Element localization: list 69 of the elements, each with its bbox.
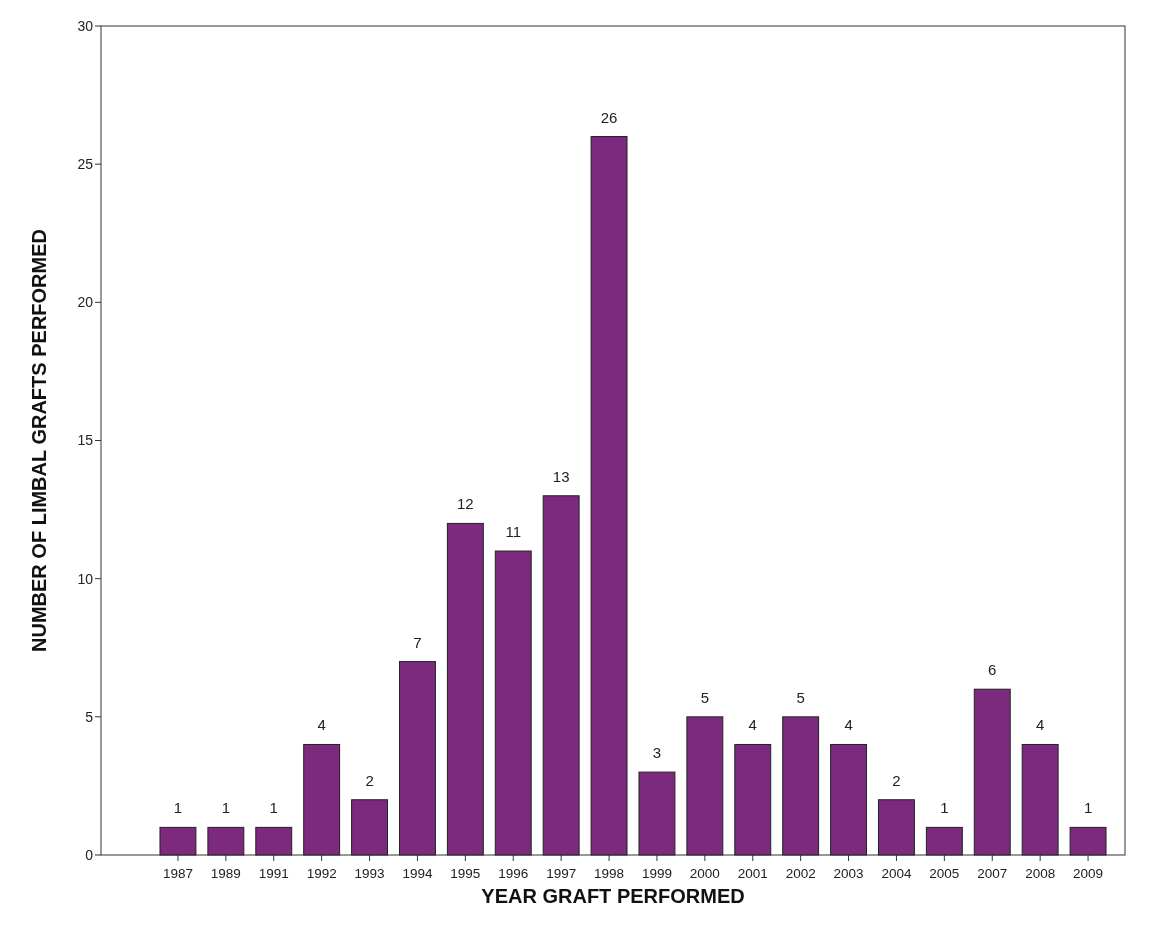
data-label: 6 (988, 661, 997, 679)
data-label: 13 (552, 467, 570, 485)
y-tick-label: 10 (77, 570, 94, 587)
x-tick-label: 1989 (210, 866, 241, 881)
x-tick-label: 1987 (162, 866, 193, 881)
data-label: 1 (269, 799, 278, 817)
x-tick-label: 1992 (306, 866, 337, 881)
x-axis-title: YEAR GRAFT PERFORMED (481, 885, 745, 907)
data-label: 7 (413, 633, 422, 651)
bar (925, 826, 963, 856)
x-tick-label: 1991 (258, 866, 289, 881)
x-tick-label: 2008 (1025, 866, 1056, 881)
bar (973, 688, 1011, 856)
data-label: 4 (844, 716, 853, 734)
x-tick-label: 1993 (354, 866, 385, 881)
x-tick-label: 1995 (450, 866, 481, 881)
y-tick-label: 20 (77, 294, 94, 311)
x-tick-label: 2001 (737, 866, 768, 881)
x-tick-label: 1999 (641, 866, 672, 881)
data-label: 3 (652, 744, 662, 762)
y-tick-label: 0 (85, 846, 94, 863)
y-tick-label: 15 (77, 432, 94, 449)
bar (542, 495, 580, 856)
data-label: 12 (457, 495, 474, 513)
bar (207, 826, 245, 856)
data-label: 11 (505, 523, 522, 541)
bar (1069, 826, 1107, 856)
y-tick-label: 30 (77, 17, 94, 34)
bar (1021, 743, 1059, 856)
x-tick-label: 1998 (594, 866, 625, 881)
bar (590, 136, 628, 856)
x-tick-label: 2002 (785, 866, 816, 881)
y-tick-label: 5 (85, 708, 94, 725)
x-tick-label: 2005 (929, 866, 960, 881)
bar (159, 826, 197, 856)
data-label: 2 (892, 771, 901, 789)
bar (303, 743, 341, 856)
bar (351, 799, 389, 856)
data-label: 1 (221, 799, 231, 817)
bar (877, 799, 915, 856)
x-tick-label: 1997 (546, 866, 577, 881)
data-label: 4 (317, 716, 326, 734)
data-label: 5 (796, 688, 805, 706)
bar (782, 716, 820, 856)
data-label: 1 (1083, 799, 1093, 817)
bar (830, 743, 868, 856)
x-tick-label: 1994 (402, 866, 433, 881)
data-label: 4 (1035, 716, 1045, 734)
bar (446, 522, 484, 856)
bar (398, 661, 436, 856)
y-axis-title: NUMBER OF LIMBAL GRAFTS PERFORMED (28, 229, 50, 652)
y-tick-label: 25 (77, 156, 94, 173)
data-label: 1 (940, 799, 949, 817)
data-label: 5 (700, 688, 710, 706)
bar (686, 716, 724, 856)
bar (494, 550, 532, 856)
data-label: 4 (748, 716, 757, 734)
data-label: 1 (173, 799, 183, 817)
bar (638, 771, 676, 856)
x-tick-label: 2007 (977, 866, 1008, 881)
data-label: 26 (600, 108, 618, 126)
bar (734, 743, 772, 856)
x-tick-label: 2009 (1073, 866, 1104, 881)
x-tick-label: 2000 (689, 866, 720, 881)
x-tick-label: 2004 (881, 866, 912, 881)
bar (255, 826, 293, 856)
x-tick-label: 2003 (833, 866, 864, 881)
x-tick-label: 1996 (498, 866, 529, 881)
data-label: 2 (365, 771, 374, 789)
